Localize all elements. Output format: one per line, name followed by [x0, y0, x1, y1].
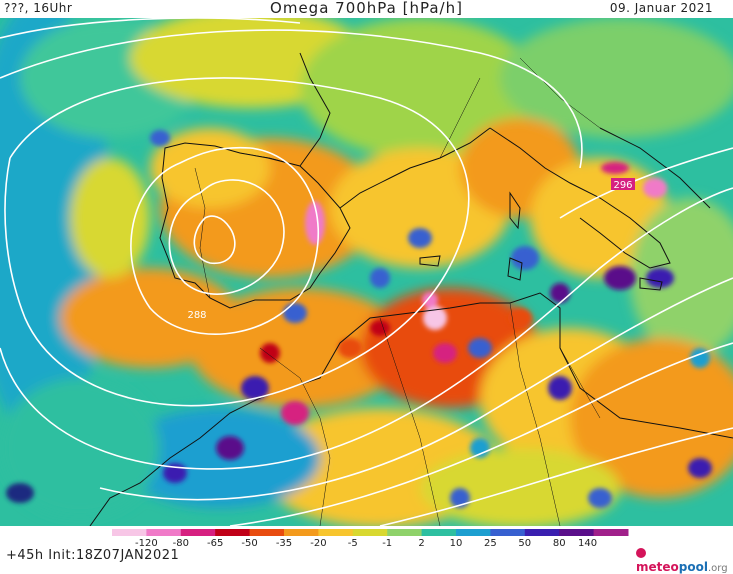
contour-label-288-bg [185, 308, 209, 320]
colorbar-swatch [180, 529, 216, 536]
forecast-date-label: 09. Januar 2021 [609, 1, 713, 15]
omega-field [0, 18, 733, 526]
country-borders [194, 57, 601, 526]
colorbar-tick-label: 50 [518, 538, 531, 548]
footer-bar: -120 -80 -65 -50 -35 -20 -5 -1 2 10 25 50 80 140 +45h… [0, 526, 733, 574]
colorbar-swatch [284, 529, 319, 536]
colorbar-tick-label: -50 [241, 538, 257, 548]
geopotential-contours [0, 18, 733, 526]
colorbar-tick-label: 10 [450, 538, 463, 548]
colorbar-swatch [593, 529, 629, 536]
colorbar-swatch [215, 529, 251, 536]
map-title: Omega 700hPa [hPa/h] [270, 0, 463, 17]
colorbar-tick-label: -35 [276, 538, 292, 548]
colorbar-swatch [421, 529, 457, 536]
colorbar-swatch [249, 529, 285, 536]
omega-map: 288 296 [0, 18, 733, 526]
header-bar: ???, 16Uhr Omega 700hPa [hPa/h] 09. Janu… [0, 0, 733, 18]
colorbar-swatch [387, 529, 423, 536]
colorbar-tick-label: 2 [418, 538, 424, 548]
contour-label-296: 296 [613, 180, 632, 191]
omega-cells [6, 130, 712, 508]
init-time-label: +45h Init:18Z07JAN2021 [6, 548, 180, 563]
colorbar-swatch [456, 529, 491, 536]
contour-label-288: 288 [187, 310, 206, 321]
colorbar-tick-label: 25 [484, 538, 497, 548]
colorbar-swatch [524, 529, 560, 536]
forecast-time-label: ???, 16Uhr [4, 1, 73, 15]
logo-dot-icon [636, 548, 646, 558]
colorbar-swatch [559, 529, 595, 536]
colorbar-tick-label: -20 [310, 538, 326, 548]
colorbar-tick-label: -80 [173, 538, 189, 548]
colorbar-tick-label: 80 [553, 538, 566, 548]
colorbar: -120 -80 -65 -50 -35 -20 -5 -1 2 10 25 50 80 140 [112, 529, 629, 548]
colorbar-swatch [112, 529, 147, 536]
colorbar-swatch [318, 529, 354, 536]
colorbar-labels: -120 -80 -65 -50 -35 -20 -5 -1 2 10 25 50 80 140 [135, 538, 597, 548]
colorbar-blocks [112, 529, 629, 536]
coastlines [89, 52, 733, 526]
colorbar-tick-label: -5 [348, 538, 358, 548]
contour-label-296-bg [611, 178, 635, 190]
colorbar-tick-label: 140 [578, 538, 597, 548]
colorbar-swatch [146, 529, 182, 536]
colorbar-tick-label: -1 [382, 538, 392, 548]
colorbar-swatch [352, 529, 388, 536]
meteopool-logo[interactable]: meteopool.org [636, 546, 733, 574]
colorbar-swatch [490, 529, 526, 536]
colorbar-tick-label: -120 [135, 538, 158, 548]
colorbar-tick-label: -65 [207, 538, 223, 548]
